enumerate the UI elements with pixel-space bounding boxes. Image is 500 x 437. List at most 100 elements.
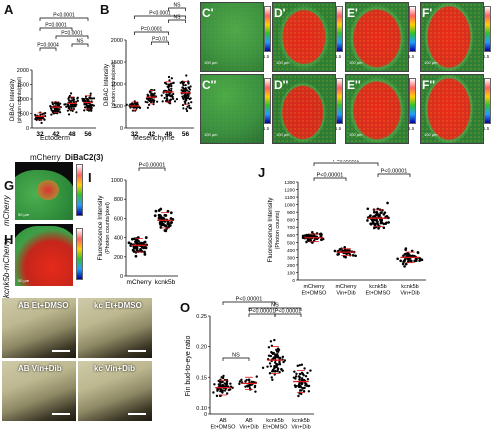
colorbar-cpp — [264, 78, 271, 124]
j-data-point — [301, 234, 305, 238]
j-sig-bracket — [313, 177, 347, 181]
o-data-point — [299, 372, 302, 376]
b-data-point — [170, 87, 173, 90]
a-data-point — [67, 103, 70, 106]
a-data-point — [85, 103, 88, 106]
b-data-point — [189, 85, 192, 88]
b-data-point — [181, 86, 184, 89]
panel-label-dp: D' — [274, 6, 286, 20]
a-data-point — [56, 112, 59, 115]
b-data-point — [185, 107, 188, 111]
a-data-point — [59, 102, 62, 105]
scalebar-text: 100 µm — [349, 60, 363, 65]
b-data-point — [187, 86, 190, 89]
i-category-label: mCherry — [127, 279, 153, 286]
photo-l: AB Vin+Dib — [2, 361, 76, 421]
b-data-point — [186, 105, 189, 108]
a-data-point — [88, 105, 91, 108]
a-data-point — [39, 113, 42, 117]
o-sig-label: NS — [271, 303, 279, 309]
j-data-point — [366, 219, 369, 222]
o-data-point — [303, 367, 306, 370]
o-data-point — [220, 376, 223, 379]
colorbar-dp — [336, 6, 343, 52]
j-data-point — [376, 220, 379, 224]
i-data-point — [134, 237, 138, 241]
j-data-point — [343, 245, 347, 249]
i-ytick-label: 200 — [114, 255, 123, 261]
o-data-point — [261, 366, 265, 370]
b-data-point — [151, 99, 154, 102]
b-data-point — [185, 74, 188, 77]
image-dp — [272, 2, 336, 72]
a-sig-label: P=0.0004 — [37, 43, 59, 49]
b-data-point — [125, 103, 128, 106]
b-sig-bracket — [168, 19, 186, 23]
a-category-label: 42 — [52, 131, 60, 138]
panel-label-ep: E' — [347, 6, 358, 20]
o-data-point — [270, 376, 273, 379]
o-data-point — [266, 365, 269, 368]
a-data-point — [75, 111, 78, 114]
b-data-point — [186, 89, 189, 92]
b-ylabel: DiBAC Intensity — [104, 64, 110, 106]
o-data-point — [296, 364, 299, 368]
o-data-point — [219, 389, 222, 393]
j-data-point — [369, 222, 372, 226]
b-sig-label: P=0.01 — [152, 37, 168, 43]
b-data-point — [185, 97, 188, 100]
b-data-point — [129, 106, 132, 109]
o-data-point — [276, 368, 280, 372]
j-data-point — [415, 259, 418, 263]
a-sig-bracket — [39, 17, 89, 21]
j-category-label: Et+DMSO — [366, 291, 392, 297]
a-data-point — [66, 109, 70, 112]
a-data-point — [71, 109, 74, 113]
b-data-point — [173, 100, 177, 103]
o-data-point — [244, 380, 247, 383]
o-sig-bracket — [222, 357, 250, 361]
o-category-label: AB — [245, 418, 253, 424]
b-data-point — [144, 100, 147, 103]
o-data-point — [276, 350, 280, 353]
i-data-point — [144, 236, 148, 239]
j-ytick-label: 1200 — [284, 188, 295, 194]
a-data-point — [92, 97, 96, 100]
speckle-texture — [421, 3, 483, 71]
j-data-point — [386, 201, 389, 205]
a-data-point — [43, 118, 46, 121]
panel-label-cp: C' — [202, 6, 214, 20]
i-data-point — [164, 229, 168, 233]
o-data-point — [300, 363, 304, 366]
o-data-point — [217, 383, 221, 386]
o-data-point — [282, 360, 285, 364]
a-sig-label: P<0.0001 — [53, 13, 75, 19]
b-data-point — [186, 94, 190, 97]
o-sig-label: P<0.00001 — [275, 309, 302, 315]
o-data-point — [294, 385, 297, 389]
b-data-point — [187, 82, 190, 85]
o-data-point — [213, 383, 216, 386]
o-data-point — [293, 370, 296, 373]
i-data-point — [153, 214, 157, 218]
b-data-point — [153, 92, 156, 95]
a-sig-label: P=0.0001 — [61, 31, 83, 37]
photo-n: kc Vin+Dib — [78, 361, 152, 421]
b-category-label: 42 — [148, 131, 156, 138]
o-data-point — [292, 376, 296, 379]
j-data-point — [375, 213, 378, 216]
colorbar-epp — [409, 78, 416, 124]
o-category-label: Vin+Dib — [239, 425, 258, 431]
panel-label-b: B — [100, 2, 110, 17]
a-data-point — [71, 99, 74, 102]
o-ytick-label: 0.20 — [196, 345, 207, 351]
b-data-point — [167, 88, 170, 91]
panel-label-cpp: C'' — [202, 78, 217, 92]
a-ytick-label: 1500 — [17, 83, 29, 89]
b-data-point — [168, 94, 171, 97]
a-ytick-label: 500 — [20, 112, 29, 118]
i-ylabel: Fluorescence Intensity — [97, 195, 104, 261]
j-data-point — [379, 220, 383, 223]
i-data-point — [134, 254, 138, 258]
